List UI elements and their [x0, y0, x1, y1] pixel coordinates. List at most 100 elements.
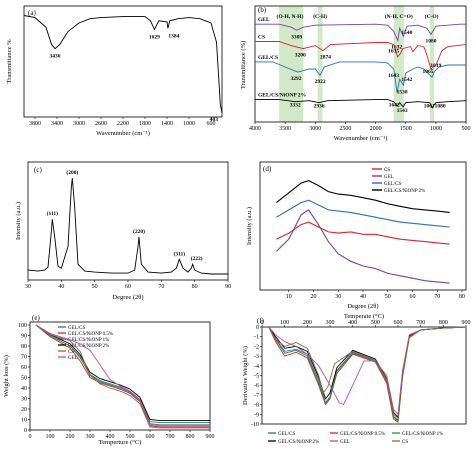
y-tick-label: 40: [21, 386, 27, 392]
x-axis-label: Wavenumber (cm⁻¹): [96, 130, 150, 137]
x-tick-label: 50: [92, 284, 98, 290]
y-tick-label: 90: [21, 334, 27, 340]
x-tick-label: 60: [125, 284, 131, 290]
plane-label: (222): [191, 255, 203, 262]
plot-frame: [261, 326, 467, 425]
panel-f: (f) Temperate (°C) 0 100 200 300 400 500 600 700 8…: [242, 313, 471, 445]
x-tick-label: 500: [371, 320, 380, 326]
legend-label: CS: [384, 168, 390, 173]
y-axis-label: Transmittance %: [6, 39, 13, 84]
x-axis-label: Degree (2θ): [112, 294, 143, 301]
peak-label: 1629: [149, 34, 160, 40]
x-tick-label: 2200: [117, 121, 129, 127]
panel-e: (e) 0 100 200 300 400 500 600 700 800 900 0 10 20 30 40…: [3, 314, 215, 446]
series-line: [35, 324, 210, 422]
x-tick-label: 3000: [73, 121, 85, 127]
y-tick-label: -3: [254, 354, 259, 360]
series-line: [255, 41, 467, 70]
panel-b: (b) (O-H, N-H) (C-H) (N-H, C=O) (C-O) GEL 3309…: [240, 5, 471, 142]
y-tick-label: -9: [254, 412, 259, 418]
peak-label: 1635: [388, 49, 399, 55]
peak-label: 1384: [168, 33, 179, 39]
y-tick-label: -7: [254, 393, 259, 399]
x-tick-label: 100: [46, 434, 55, 440]
y-tick-label: 0: [256, 325, 259, 331]
peak-label: 3436: [50, 54, 61, 60]
x-tick-label: 400: [106, 434, 115, 440]
legend-label: GEL/CS/NiONP 0.5%: [68, 332, 113, 337]
series-line: [255, 61, 466, 93]
legend-label: GEL/CS/NiONP 1%: [402, 432, 443, 437]
peak-label: 3200: [295, 53, 306, 59]
peak-label: 2874: [320, 55, 331, 61]
series-line: [268, 326, 467, 416]
legend-label: GEL/CS/NiONP 2%: [384, 189, 425, 194]
series-line: [276, 180, 450, 213]
x-tick-label: 4000: [249, 126, 261, 132]
y-tick-label: 50: [21, 376, 27, 382]
series-label: CS: [258, 35, 265, 41]
peak-label: 1542: [401, 77, 412, 83]
series-line: [276, 221, 450, 245]
series-line: [268, 326, 467, 419]
x-tick-label: 500: [126, 434, 135, 440]
x-axis-label: Wavenumber (cm⁻¹): [334, 135, 388, 142]
x-tick-label: 900: [206, 434, 215, 440]
plot-frame: [23, 5, 223, 118]
x-tick-label: 500: [462, 126, 471, 132]
legend-label: CS: [68, 350, 74, 355]
x-tick-label: 40: [360, 294, 366, 300]
peak-label: 3332: [290, 103, 301, 109]
x-tick-label: 800: [186, 434, 195, 440]
xrd-curve: [27, 177, 228, 275]
panel-label: (b): [258, 6, 267, 14]
x-tick-label: 0: [261, 320, 264, 326]
x-axis-label: Temperate (°C): [344, 313, 384, 320]
y-axis-label: Derivative Weight (%): [242, 346, 249, 405]
series-line: [35, 324, 210, 428]
legend-label: GEL: [384, 175, 394, 180]
y-tick-label: 20: [21, 407, 27, 413]
x-tick-label: 1500: [400, 126, 412, 132]
x-tick-label: 1400: [161, 121, 173, 127]
panel-label: (c): [34, 166, 42, 174]
y-tick-label: 80: [21, 344, 27, 350]
x-tick-label: 2000: [370, 126, 382, 132]
series-label: GEL/CS/NiONP 2%: [258, 93, 306, 99]
band-highlight: [317, 6, 323, 122]
y-tick-label: -1: [254, 335, 259, 341]
x-tick-label: 80: [192, 284, 198, 290]
peak-label: 1065: [423, 69, 434, 75]
x-tick-label: 600: [146, 434, 155, 440]
band-label: (N-H, C=O): [385, 13, 413, 20]
y-tick-label: -6: [254, 383, 259, 389]
y-tick-label: 10: [21, 418, 27, 424]
x-tick-label: 10: [286, 294, 292, 300]
x-tick-label: 30: [335, 294, 341, 300]
peak-label: 1061: [424, 104, 435, 110]
x-tick-label: 70: [434, 294, 440, 300]
x-tick-label: 40: [58, 284, 64, 290]
legend-label: GEL/CS: [278, 432, 295, 437]
y-tick-label: 100: [18, 323, 27, 329]
plane-label: (311): [174, 250, 186, 257]
peak-label: 3309: [291, 34, 302, 40]
y-tick-label: -5: [254, 374, 259, 380]
x-tick-label: 600: [394, 320, 403, 326]
legend-label: GEL: [68, 356, 78, 361]
panel-c: (c) 30 40 50 60 70 80 90 (111) (200) (220) (311) (22…: [15, 161, 231, 301]
x-tick-label: 1800: [139, 121, 151, 127]
plane-label: (220): [133, 228, 145, 235]
y-tick-label: -8: [254, 403, 259, 409]
peak-label: 1632: [391, 44, 402, 50]
x-axis-label: Temperture (°C): [99, 439, 142, 446]
series-line: [276, 199, 450, 228]
x-axis-label: Degree (2θ): [347, 303, 378, 310]
x-tick-label: 200: [66, 434, 75, 440]
series-line: [268, 326, 467, 422]
x-tick-label: 2500: [339, 126, 351, 132]
x-tick-label: 1000: [430, 126, 442, 132]
peak-label: 1080: [426, 38, 437, 44]
y-tick-label: 60: [21, 365, 27, 371]
